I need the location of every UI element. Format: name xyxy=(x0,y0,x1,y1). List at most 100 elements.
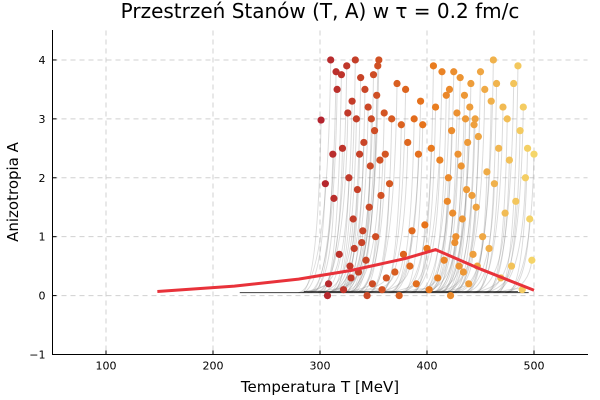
data-point xyxy=(468,191,476,200)
trajectory-line xyxy=(388,101,422,294)
data-point xyxy=(443,197,451,205)
trajectory-line xyxy=(504,154,535,294)
data-point xyxy=(460,91,469,99)
trajectory-line xyxy=(356,154,386,294)
y-axis-label: Anizotropia A xyxy=(4,141,22,242)
data-point xyxy=(351,56,359,64)
trajectory-line xyxy=(308,89,338,294)
data-point xyxy=(332,68,340,76)
data-point xyxy=(438,68,446,76)
data-points xyxy=(317,56,538,300)
data-point xyxy=(466,103,474,111)
y-tick-label: 4 xyxy=(39,54,46,67)
trajectory-line xyxy=(487,118,508,294)
data-point xyxy=(404,138,412,147)
data-point xyxy=(358,238,366,247)
trajectory-line xyxy=(367,83,398,294)
trajectory-line xyxy=(486,160,510,294)
data-point xyxy=(490,180,499,188)
trajectory-line xyxy=(330,118,357,294)
trajectory-line xyxy=(301,120,322,294)
data-point xyxy=(366,162,374,170)
x-axis-label: Temperatura T [MeV] xyxy=(240,378,399,396)
trajectory-line xyxy=(484,83,515,294)
y-tick-label: 2 xyxy=(39,172,46,185)
y-ticks: −1 0 1 2 3 4 xyxy=(29,54,57,362)
data-point xyxy=(427,144,435,152)
data-point xyxy=(454,150,462,158)
data-point xyxy=(373,91,381,99)
data-point xyxy=(492,79,501,88)
data-point xyxy=(530,150,538,158)
data-point xyxy=(421,221,429,229)
data-point xyxy=(355,150,364,158)
trajectory-line xyxy=(392,230,413,294)
data-point xyxy=(444,174,452,182)
data-point xyxy=(452,233,460,241)
chart-title: Przestrzeń Stanów (T, A) w τ = 0.2 fm/c xyxy=(121,0,520,23)
data-point xyxy=(361,85,369,94)
data-point xyxy=(436,156,444,164)
data-point xyxy=(329,150,337,158)
trajectory-line xyxy=(462,183,495,294)
data-point xyxy=(323,291,332,300)
x-ticks: 100 200 300 400 500 xyxy=(96,350,545,373)
baseline-layer xyxy=(239,291,529,294)
data-point xyxy=(465,280,473,288)
data-point xyxy=(469,250,477,258)
data-point xyxy=(457,162,465,170)
trajectory-line xyxy=(438,83,472,294)
data-point xyxy=(343,62,351,70)
data-point xyxy=(489,56,497,64)
trajectory-line xyxy=(476,148,500,294)
data-point xyxy=(449,209,457,217)
data-point xyxy=(419,121,427,129)
data-point xyxy=(350,244,358,253)
data-point xyxy=(402,85,410,94)
data-point xyxy=(425,286,433,294)
trajectory-line xyxy=(402,224,426,294)
data-point xyxy=(363,291,371,300)
data-point xyxy=(442,91,450,99)
trajectory-line xyxy=(494,107,524,294)
data-point xyxy=(317,116,325,124)
data-point xyxy=(481,85,489,94)
data-point xyxy=(370,127,379,135)
data-point xyxy=(476,68,485,76)
data-point xyxy=(375,56,383,64)
data-point xyxy=(385,180,394,188)
data-point xyxy=(501,209,509,217)
trajectory-line xyxy=(444,142,469,294)
data-point xyxy=(459,268,467,276)
trajectory-line xyxy=(313,154,334,294)
data-point xyxy=(471,115,479,123)
data-point xyxy=(523,144,532,152)
data-point xyxy=(446,291,455,300)
data-point xyxy=(330,194,338,202)
trajectory-line xyxy=(391,118,415,294)
trajectory-line xyxy=(323,101,353,294)
data-point xyxy=(352,115,360,123)
boundary-curve xyxy=(157,248,535,293)
data-point xyxy=(528,256,536,264)
data-point xyxy=(337,71,345,79)
data-point xyxy=(344,109,352,117)
trajectory-line xyxy=(413,65,434,294)
trajectory-line xyxy=(410,160,441,294)
data-point xyxy=(380,109,388,117)
trajectory-line xyxy=(454,71,481,294)
data-point xyxy=(451,238,459,247)
trajectory-line xyxy=(452,195,473,294)
data-point xyxy=(348,97,356,105)
data-point xyxy=(510,79,518,88)
data-point xyxy=(458,215,466,223)
x-tick-label: 200 xyxy=(203,360,224,373)
data-point xyxy=(357,74,365,82)
data-point xyxy=(461,115,470,123)
data-point xyxy=(462,185,471,194)
trajectory-line xyxy=(417,89,450,294)
trajectory-line xyxy=(472,213,506,294)
data-point xyxy=(345,174,353,182)
trajectory-line xyxy=(433,118,467,294)
